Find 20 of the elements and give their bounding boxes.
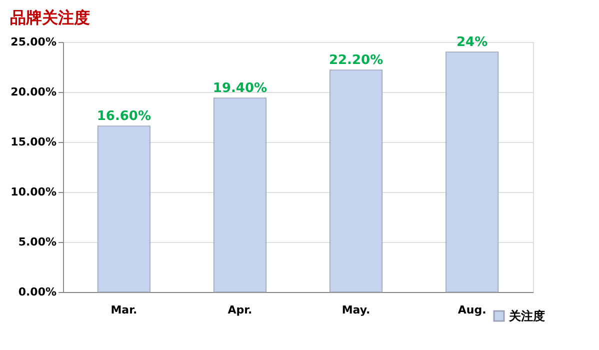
bar — [213, 98, 266, 292]
data-label: 16.60% — [96, 109, 152, 124]
bar — [97, 126, 150, 292]
bar — [446, 52, 499, 292]
data-label: 22.20% — [328, 53, 384, 68]
y-tick-label: 20.00% — [10, 86, 56, 98]
data-label: 24% — [456, 35, 488, 50]
legend-label: 关注度 — [508, 309, 545, 323]
x-tick-label: Mar. — [110, 304, 138, 316]
y-tick-label: 0.00% — [18, 286, 56, 298]
chart-title: 品牌关注度 — [10, 8, 90, 27]
y-tick-label: 5.00% — [18, 236, 56, 248]
y-tick-label: 25.00% — [10, 36, 56, 48]
x-tick-label: Apr. — [228, 304, 252, 316]
y-tick-label: 10.00% — [10, 186, 56, 198]
bar — [330, 70, 383, 292]
x-tick-label: Aug. — [458, 304, 486, 316]
x-tick-label: May. — [342, 304, 370, 316]
y-tick-label: 15.00% — [10, 136, 56, 148]
data-label: 19.40% — [212, 81, 268, 96]
